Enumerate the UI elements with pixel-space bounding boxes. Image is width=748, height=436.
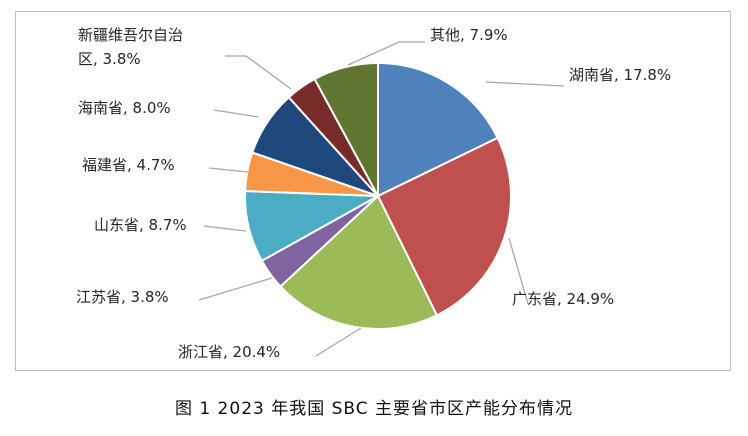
slice-label-4: 江苏省, 3.8% [76, 288, 169, 306]
leader-line-6 [208, 167, 249, 173]
chart-frame: 湖南省, 17.8% 广东省, 24.9% 浙江省, 20.4% 江苏省, 3.8% 山… [15, 11, 731, 371]
slice-label-8-line-1: 新疆维吾尔自治 [78, 26, 183, 44]
leader-line-7 [213, 109, 259, 118]
slice-label-5: 山东省, 8.7% [94, 216, 187, 234]
leader-line-1 [485, 81, 565, 87]
slice-label-8-line-2: 区, 3.8% [78, 50, 141, 68]
leader-line-4 [198, 277, 273, 301]
slice-label-6: 福建省, 4.7% [82, 156, 175, 174]
pie-slice-3 [279, 194, 439, 330]
slice-label-7: 海南省, 8.0% [78, 99, 171, 117]
leader-line-8 [225, 55, 292, 90]
pie-slice-2 [376, 136, 512, 317]
leader-line-2 [508, 237, 529, 305]
slice-label-3: 浙江省, 20.4% [178, 343, 280, 361]
leader-line-3 [315, 327, 362, 357]
figure-caption: 图 1 2023 年我国 SBC 主要省市区产能分布情况 [174, 399, 574, 419]
pie-slice-1 [377, 61, 499, 198]
slice-label-1: 湖南省, 17.8% [569, 66, 671, 84]
leader-line-9 [347, 41, 425, 66]
leader-line-5 [203, 225, 247, 232]
slice-label-9: 其他, 7.9% [430, 26, 508, 44]
pie-chart: 湖南省, 17.8% 广东省, 24.9% 浙江省, 20.4% 江苏省, 3.8% 山… [76, 26, 671, 361]
pie-slice-9 [313, 61, 379, 197]
slice-label-2: 广东省, 24.9% [512, 290, 614, 308]
